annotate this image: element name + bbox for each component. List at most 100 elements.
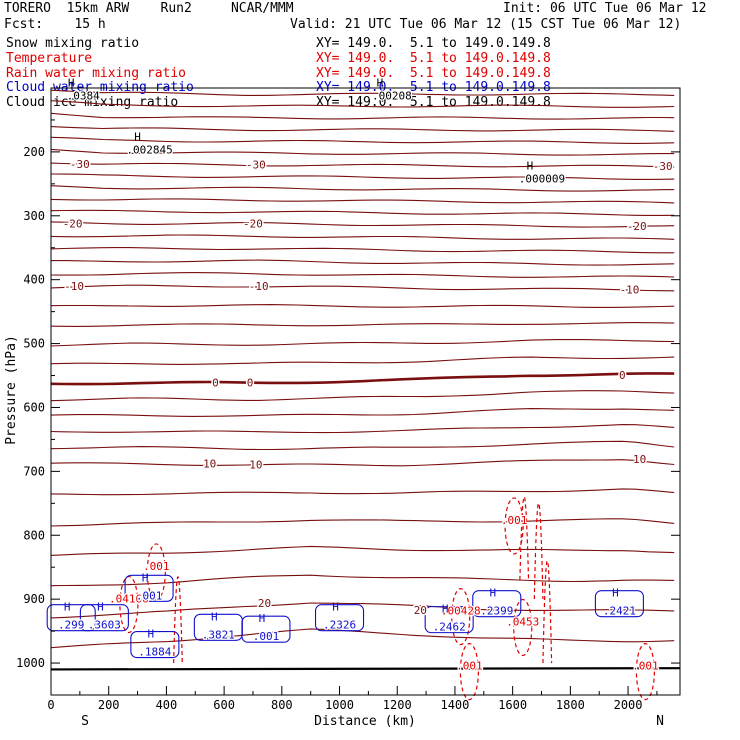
x-tick-label: 1600 <box>498 698 527 712</box>
rain-water-contour <box>519 496 530 581</box>
ground-line <box>50 667 681 671</box>
cloud-water-contour <box>130 631 180 659</box>
y-tick-label: 300 <box>23 209 45 223</box>
cloud-water-contour <box>46 604 96 632</box>
init-time: Init: 06 UTC Tue 06 Mar 12 <box>503 1 707 16</box>
isotherm <box>50 272 675 278</box>
x-tick-label: 200 <box>98 698 120 712</box>
mixing-ratio-value: .0384 <box>67 89 100 102</box>
cloud-water-contour <box>594 590 644 618</box>
rain-water-contour <box>504 497 524 555</box>
isotherm <box>50 162 675 168</box>
cloud-water-high-marker: H <box>489 587 496 600</box>
isotherm <box>50 488 675 496</box>
isotherm <box>50 284 675 292</box>
x-tick-label: 1200 <box>383 698 412 712</box>
isotherm-label: 10 <box>633 453 646 466</box>
cloud-water-high-marker: H <box>332 601 339 614</box>
temperature-contours <box>50 89 675 649</box>
isotherm-label: -20 <box>243 217 263 230</box>
legend-snow: Snow mixing ratio <box>6 36 140 51</box>
x-tick-label: 400 <box>156 698 178 712</box>
cloud-water-high-marker: H <box>442 603 449 616</box>
isotherm-label: -30 <box>653 160 673 173</box>
x-tick-label: 1000 <box>325 698 354 712</box>
cloud-water-value: .299 <box>58 619 85 632</box>
plot-frame <box>50 87 681 696</box>
contour-labels: -30 -30 -30 -20 -20 -20 -10 -10 -10 0 0 0 10 10 10 20 20… <box>57 76 674 673</box>
cloud-water-value: .2421 <box>603 605 636 618</box>
south-end-label: S <box>81 714 89 729</box>
y-tick-label: 900 <box>23 592 45 606</box>
isotherm-label: 20 <box>258 597 271 610</box>
isotherm <box>50 185 675 192</box>
isotherm-label: -20 <box>63 217 83 230</box>
isotherm <box>50 440 675 451</box>
isotherm <box>50 234 675 240</box>
isotherm-label: -30 <box>246 159 266 172</box>
model-title: TORERO 15km ARW Run2 NCAR/MMM <box>4 1 294 16</box>
isotherm <box>50 628 675 649</box>
rain-water-contour <box>513 598 533 657</box>
y-tick-label: 600 <box>23 400 45 414</box>
isotherm <box>50 602 675 619</box>
cloud-water-high-marker: H <box>64 601 71 614</box>
isotherm <box>50 372 675 386</box>
rain-water-value: .00428 <box>441 605 481 618</box>
cloud-water-high-marker: H <box>612 587 619 600</box>
isotherm <box>50 209 675 216</box>
isotherm-label: -10 <box>64 280 84 293</box>
cloud-water-value: .001 <box>253 630 280 643</box>
isotherm <box>50 89 675 96</box>
x-axis-label: Distance (km) <box>314 714 416 729</box>
x-tick-label: 600 <box>213 698 235 712</box>
rain-water-value: .001 <box>456 660 483 673</box>
cloud-water-high-marker: H <box>148 628 155 641</box>
cloud-water-contour <box>472 590 522 618</box>
ground-line <box>50 667 681 671</box>
x-tick-label: 1800 <box>556 698 585 712</box>
cloud-water-high-marker: H <box>211 610 218 623</box>
isotherm-label: 20 <box>414 604 427 617</box>
y-tick-label: 800 <box>23 528 45 542</box>
x-tick-label: 2000 <box>614 698 643 712</box>
y-tick-label: 700 <box>23 464 45 478</box>
rain-water-value: .001 <box>501 514 528 527</box>
cloud-water-value: .3603 <box>88 619 121 632</box>
isotherm <box>50 198 675 204</box>
rain-water-contour <box>173 576 183 664</box>
mixing-ratio-high-marker: H <box>377 76 384 89</box>
isotherm <box>51 259 675 266</box>
rain-water-contours <box>119 496 655 701</box>
rain-water-contour <box>542 560 553 664</box>
cloud-water-value: .3821 <box>202 628 235 641</box>
legend-temperature-xy: XY= 149.0. 5.1 to 149.0.149.8 <box>316 51 551 66</box>
isotherm <box>50 408 675 417</box>
north-end-label: N <box>656 714 664 729</box>
isotherm <box>50 148 675 156</box>
rain-water-contour <box>146 543 166 601</box>
isotherm <box>50 173 675 180</box>
rain-water-contour <box>635 643 655 701</box>
isotherm-label: 0 <box>212 377 219 390</box>
cloud-water-value: .1884 <box>138 646 171 659</box>
y-axis-label: Pressure (hPa) <box>4 335 19 445</box>
isotherm <box>50 304 675 308</box>
isotherm <box>50 545 675 556</box>
valid-time: Valid: 21 UTC Tue 06 Mar 12 (15 CST Tue … <box>290 17 682 32</box>
rain-water-contour <box>459 643 479 701</box>
legend-temperature: Temperature <box>6 51 93 66</box>
legend-rain-xy: XY= 149.0. 5.1 to 149.0.149.8 <box>316 66 551 81</box>
isotherm <box>50 221 675 228</box>
cloud-water-contours <box>46 574 644 659</box>
isotherm <box>50 322 675 327</box>
cloud-water-high-marker: H <box>142 571 149 584</box>
rain-water-value: .001 <box>632 660 659 673</box>
mixing-ratio-high-marker: H <box>68 76 75 89</box>
isotherm <box>50 518 675 527</box>
mixing-ratio-value: .00208 <box>372 89 412 102</box>
rain-water-contour <box>119 575 139 634</box>
isotherm <box>50 126 675 132</box>
